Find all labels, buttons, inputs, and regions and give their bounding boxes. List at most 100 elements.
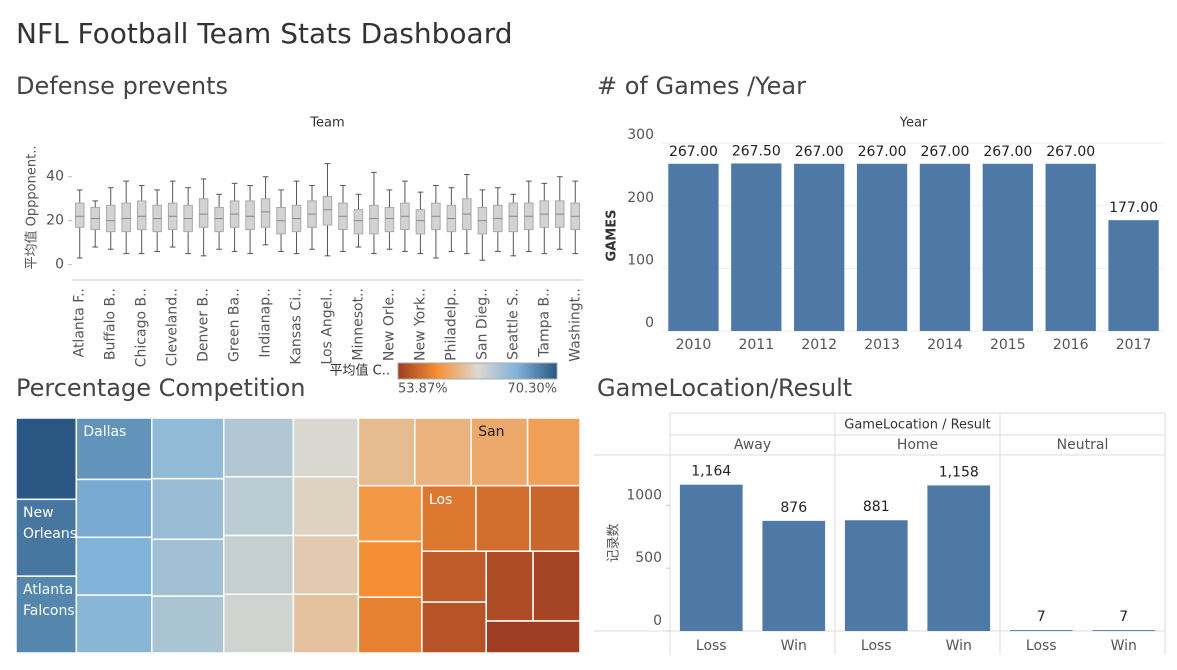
treemap-cell bbox=[475, 484, 531, 552]
value-label: 267.00 bbox=[983, 144, 1032, 160]
chart-title: Percentage Competition bbox=[16, 374, 306, 402]
box bbox=[214, 207, 224, 233]
value-label: 7 bbox=[1037, 609, 1046, 625]
x-tick-label: 2013 bbox=[864, 337, 900, 353]
treemap-cell bbox=[292, 417, 360, 478]
treemap-cell bbox=[75, 417, 153, 481]
bar bbox=[1092, 630, 1156, 631]
treemap-cell bbox=[15, 417, 78, 501]
treemap-cell bbox=[222, 476, 295, 537]
y-axis-title: 平均值 Oppponent.. bbox=[24, 146, 40, 270]
treemap-cell bbox=[151, 538, 225, 597]
treemap-cell bbox=[421, 601, 487, 654]
value-label: 267.50 bbox=[732, 143, 781, 159]
x-axis-title: Team bbox=[309, 116, 344, 131]
value-label: 267.00 bbox=[920, 144, 969, 160]
bar bbox=[844, 520, 908, 631]
treemap-cell bbox=[292, 593, 360, 654]
y-tick-label: 100 bbox=[627, 252, 654, 268]
y-tick-label: 20 bbox=[46, 213, 64, 229]
cell-label: Atlanta Falcons bbox=[23, 582, 75, 620]
x-tick-label: 2011 bbox=[738, 337, 774, 353]
treemap-cell bbox=[222, 417, 295, 478]
box bbox=[322, 196, 333, 226]
x-tick-label: 2016 bbox=[1053, 337, 1089, 353]
x-tick-label: Kansas Ci.. bbox=[289, 288, 305, 365]
treemap-cell bbox=[15, 575, 78, 654]
treemap-cell bbox=[470, 417, 529, 487]
cell-label: New Orleans bbox=[23, 505, 77, 543]
x-tick-label: Win bbox=[946, 638, 972, 654]
chart-title: # of Games /Year bbox=[597, 72, 806, 100]
treemap-cell bbox=[421, 484, 477, 552]
dashboard-title: NFL Football Team Stats Dashboard bbox=[16, 17, 512, 50]
x-tick-label: San Dieg.. bbox=[474, 288, 490, 360]
x-tick-label: 2014 bbox=[927, 337, 963, 353]
x-tick-label: Loss bbox=[861, 638, 892, 654]
x-tick-label: Los Angel.. bbox=[320, 288, 336, 365]
value-label: 177.00 bbox=[1109, 200, 1158, 216]
box bbox=[74, 202, 85, 228]
value-label: 267.00 bbox=[669, 144, 718, 160]
y-tick-label: 300 bbox=[627, 127, 654, 143]
treemap-cell bbox=[421, 550, 487, 603]
treemap-cell bbox=[414, 417, 472, 487]
group-label: Neutral bbox=[1057, 437, 1109, 453]
bar bbox=[982, 163, 1033, 331]
treemap-cell bbox=[526, 417, 581, 487]
x-tick-label: Green Ba.. bbox=[227, 288, 243, 362]
cell-label-box: Atlanta Falcons bbox=[23, 582, 75, 620]
y-tick-label: 1000 bbox=[626, 487, 662, 503]
y-axis-title: 记录数 bbox=[607, 523, 622, 562]
treemap-cell bbox=[357, 540, 423, 598]
x-tick-label: Atlanta F.. bbox=[72, 288, 88, 357]
chart-title: GameLocation/Result bbox=[597, 374, 852, 402]
bar bbox=[668, 163, 719, 331]
group-label: Away bbox=[734, 437, 771, 453]
cell-label-box: San bbox=[478, 424, 504, 440]
cell-label-box: Dallas bbox=[83, 424, 126, 440]
treemap-cell bbox=[75, 478, 153, 539]
value-label: 1,158 bbox=[939, 464, 979, 480]
bar bbox=[679, 484, 743, 631]
legend-title: 平均值 C.. bbox=[330, 363, 390, 379]
x-tick-label: 2010 bbox=[676, 337, 712, 353]
bar bbox=[794, 163, 845, 331]
box bbox=[415, 209, 426, 235]
bar bbox=[1009, 630, 1073, 631]
treemap-cell bbox=[485, 620, 581, 654]
treemap-cell bbox=[292, 534, 360, 595]
legend-max: 70.30% bbox=[507, 382, 557, 397]
bar bbox=[762, 520, 826, 631]
x-tick-label: Minnesot.. bbox=[350, 288, 366, 361]
x-tick-label: Loss bbox=[696, 638, 727, 654]
x-tick-label: Chicago B.. bbox=[134, 288, 150, 367]
x-tick-label: New Orle.. bbox=[381, 288, 397, 361]
box bbox=[384, 207, 395, 233]
x-tick-label: 2015 bbox=[990, 337, 1026, 353]
x-tick-label: Win bbox=[781, 638, 807, 654]
x-tick-label: Indianap.. bbox=[258, 288, 274, 358]
box bbox=[245, 200, 255, 230]
treemap-cell bbox=[292, 476, 360, 537]
y-tick-label: 0 bbox=[55, 257, 64, 273]
bar bbox=[1108, 220, 1159, 331]
y-axis-title: GAMES bbox=[605, 210, 620, 262]
treemap-cell bbox=[222, 593, 295, 654]
x-tick-label: Win bbox=[1111, 638, 1137, 654]
value-label: 267.00 bbox=[858, 144, 907, 160]
y-tick-label: 0 bbox=[653, 613, 662, 629]
x-tick-label: Tampa B.. bbox=[536, 288, 552, 358]
box bbox=[136, 200, 147, 230]
x-tick-label: Philadelp.. bbox=[443, 288, 459, 361]
value-label: 1,164 bbox=[691, 464, 731, 480]
box bbox=[353, 209, 364, 235]
treemap-cell bbox=[75, 536, 153, 596]
box bbox=[121, 202, 131, 233]
box bbox=[369, 204, 379, 235]
y-tick-label: 0 bbox=[645, 315, 654, 331]
bar bbox=[856, 163, 908, 331]
treemap-cell bbox=[15, 498, 78, 577]
box bbox=[198, 198, 209, 228]
